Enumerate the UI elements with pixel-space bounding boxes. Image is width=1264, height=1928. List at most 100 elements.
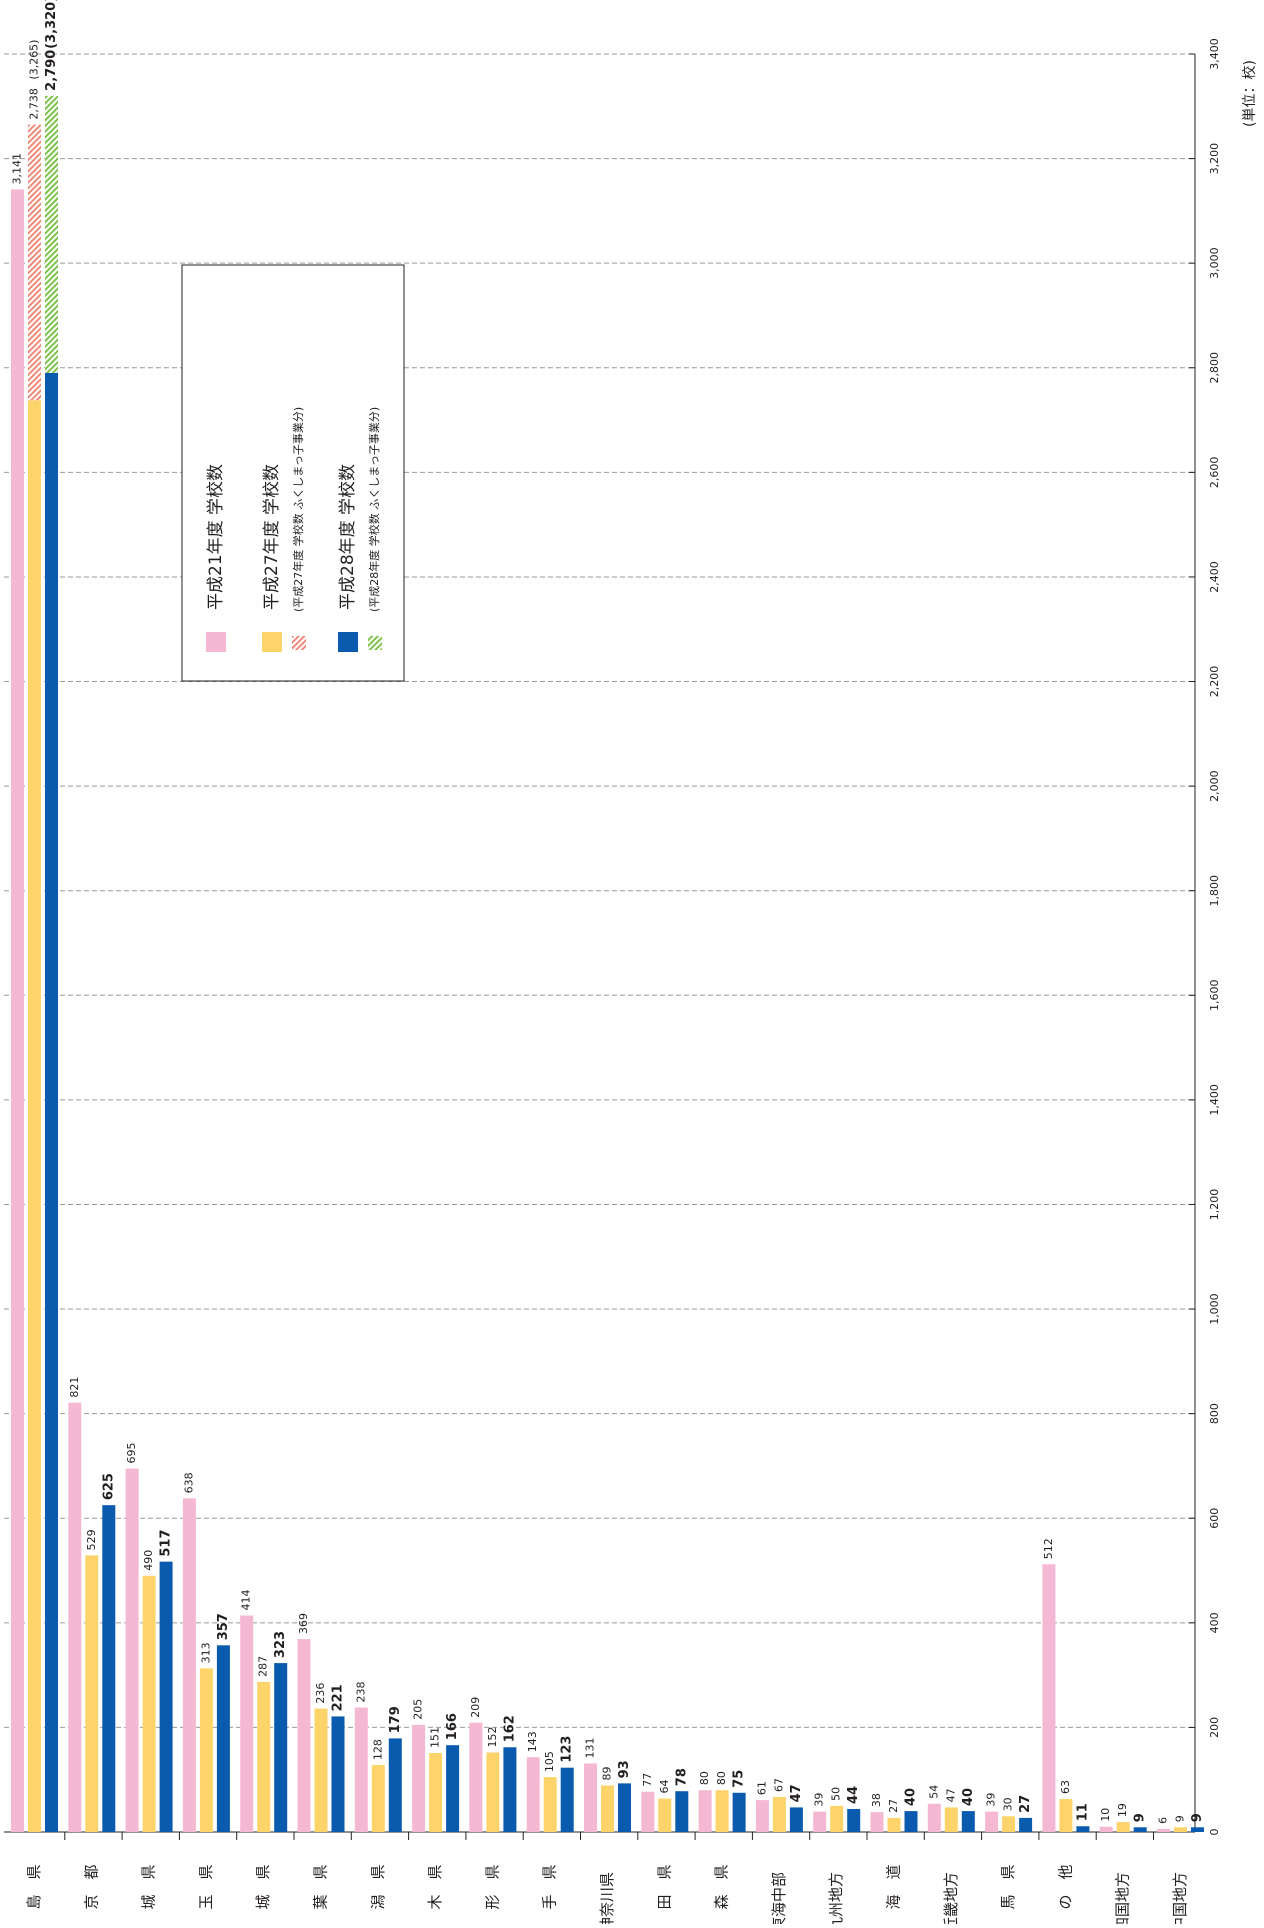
data-label-h27: 313 [199, 1642, 212, 1663]
bar-h27 [142, 1575, 156, 1832]
data-label-h28: 78 [674, 1768, 689, 1786]
bar-h21 [813, 1811, 827, 1832]
data-label-h27: 67 [772, 1778, 785, 1792]
data-label-h27: 30 [1002, 1797, 1015, 1811]
bar-h27 [601, 1785, 614, 1832]
bar-h28 [1191, 1827, 1204, 1832]
data-label-h21: 61 [755, 1781, 768, 1795]
category-label: 秋 田 県 [655, 1864, 673, 1924]
legend-label-h28-sub: (平成28年度 学校数 ふくしまっ子事業分) [367, 407, 381, 612]
legend-label-h21: 平成21年度 学校数 [206, 464, 226, 610]
bar-h28 [847, 1808, 861, 1832]
bar-h28 [45, 372, 58, 1832]
data-label-h27: 50 [830, 1787, 843, 1801]
data-label-h28: 323 [273, 1631, 288, 1658]
x-tick-label: 3,000 [1208, 247, 1221, 279]
bar-h21 [412, 1724, 426, 1832]
bar-h21 [11, 189, 24, 1832]
bar-h27 [257, 1681, 271, 1832]
data-label-h27: 47 [944, 1788, 957, 1802]
bar-h27 [658, 1798, 672, 1832]
category-label: 北 海 道 [885, 1864, 903, 1924]
bar-h28 [961, 1811, 975, 1832]
data-label-h21: 512 [1042, 1538, 1055, 1559]
category-label: 群 馬 県 [999, 1864, 1017, 1924]
bar-h28 [789, 1807, 803, 1832]
bar-h21 [125, 1468, 139, 1832]
bar-h21 [526, 1757, 540, 1832]
data-label-h21: 238 [354, 1682, 367, 1703]
x-tick-label: 1,600 [1208, 980, 1221, 1012]
bar-h27 [830, 1805, 844, 1832]
data-label-h27: 236 [314, 1683, 327, 1704]
data-label-h28: 47 [789, 1784, 804, 1802]
unit-label: (単位：校) [1241, 60, 1258, 127]
category-label: 岩 手 県 [541, 1864, 559, 1924]
data-label-h21: 638 [182, 1472, 195, 1493]
data-label-h21: 10 [1099, 1808, 1112, 1822]
x-tick-label: 2,200 [1208, 666, 1221, 698]
data-label-h28: 40 [961, 1788, 976, 1806]
category-label: 青 森 県 [713, 1864, 731, 1924]
bar-h28 [388, 1738, 402, 1832]
data-label-h21: 209 [469, 1697, 482, 1718]
category-label: 神奈川県 [598, 1872, 616, 1924]
bar-h21 [985, 1811, 999, 1832]
category-label: 福 島 県 [25, 1864, 43, 1924]
category-label: 茨 城 県 [254, 1864, 272, 1924]
data-label-h28: 40 [904, 1788, 919, 1806]
data-label-h21: 414 [240, 1590, 253, 1611]
data-label-h28: 221 [331, 1684, 346, 1711]
bar-h21 [698, 1790, 712, 1832]
x-tick-label: 600 [1208, 1508, 1221, 1529]
category-label: 栃 木 県 [426, 1864, 444, 1924]
bar-h27 [944, 1807, 958, 1832]
bar-h28 [618, 1783, 631, 1832]
bar-h27 [1059, 1799, 1073, 1832]
bar-h27 [314, 1708, 328, 1832]
data-label-h27: 63 [1059, 1780, 1072, 1794]
x-tick-label: 2,000 [1208, 770, 1221, 802]
category-label: そ の 他 [1056, 1864, 1074, 1924]
bar-h28 [1019, 1817, 1033, 1832]
bar-h28 [1133, 1827, 1147, 1832]
legend-label-h27: 平成27年度 学校数 [262, 464, 282, 610]
category-label: 中国地方 [1171, 1872, 1189, 1924]
data-label-h21: 38 [870, 1793, 883, 1807]
data-label-h27: 490 [142, 1550, 155, 1571]
bar-hatch-h28 [45, 95, 58, 373]
bar-h28 [675, 1791, 689, 1832]
data-label-h21: 3,141 [11, 153, 24, 185]
bar-h28 [159, 1561, 173, 1832]
x-tick-label: 800 [1208, 1403, 1221, 1424]
category-label: 東 京 都 [82, 1864, 100, 1924]
legend-box [181, 264, 405, 682]
bar-h27 [1116, 1822, 1130, 1832]
data-label-h28: 517 [159, 1529, 174, 1556]
bar-h21 [182, 1498, 196, 1832]
data-label-h27: 19 [1116, 1803, 1129, 1817]
data-label-h27: 89 [601, 1766, 614, 1780]
legend-label-h27-sub: (平成27年度 学校数 ふくしまっ子事業分) [291, 407, 305, 612]
legend-swatch-h27-hatch [292, 636, 306, 650]
data-label-h27: 27 [887, 1799, 900, 1813]
bar-h21 [68, 1402, 82, 1832]
x-tick-label: 200 [1208, 1717, 1221, 1738]
category-label: 近畿地方 [942, 1872, 960, 1924]
data-label-h28: 9 [1190, 1813, 1205, 1822]
data-label-h28: 93 [617, 1760, 632, 1778]
data-label-h21: 131 [584, 1737, 597, 1758]
bar-h28 [1076, 1826, 1090, 1832]
data-label-h28: 11 [1075, 1803, 1090, 1821]
bar-h27 [1174, 1827, 1187, 1832]
data-label-h21: 54 [927, 1785, 940, 1799]
data-label-h28: 625 [101, 1473, 116, 1500]
category-label: 新 潟 県 [369, 1864, 387, 1924]
bar-h28 [331, 1716, 345, 1832]
category-label: 四国地方 [1114, 1872, 1132, 1924]
data-label-h27: 9 [1174, 1815, 1187, 1822]
data-label-h21: 77 [641, 1773, 654, 1787]
category-label: 東海中部 [770, 1872, 788, 1924]
